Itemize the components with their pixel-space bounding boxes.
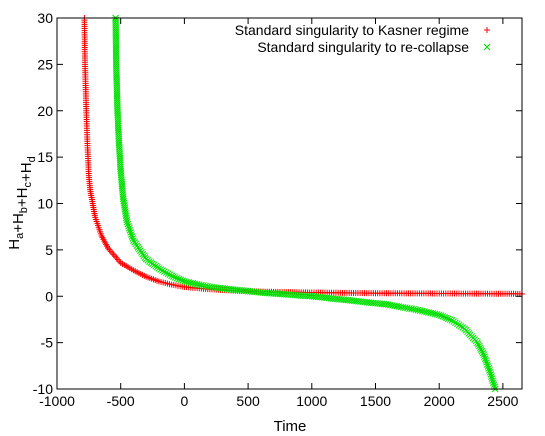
legend-marker-recollapse [483,43,491,51]
recollapse-point [155,265,163,272]
recollapse-point [127,229,134,236]
recollapse-point [162,269,170,277]
legend: Standard singularity to Kasner regime St… [235,22,491,55]
recollapse-point [489,379,497,387]
recollapse-point [127,231,135,238]
recollapse-point [173,274,181,282]
recollapse-point [479,349,487,357]
recollapse-point [481,355,489,362]
recollapse-point [490,381,498,389]
recollapse-point [446,316,454,323]
y-tick-label: 5 [45,242,53,258]
recollapse-point [487,371,495,378]
y-axis-label: Ha+Hb+Hc+Hd [6,156,38,250]
recollapse-point [433,310,441,318]
recollapse-point [475,342,483,350]
legend-marker-cross [483,43,491,51]
recollapse-point [474,340,482,348]
recollapse-point [439,313,447,320]
recollapse-point [123,216,131,224]
y-tick-label: 0 [45,288,53,304]
recollapse-point [175,275,183,283]
recollapse-point [159,267,166,274]
x-tick-label: 500 [236,393,260,409]
y-tick-label: 25 [37,56,53,72]
x-tick-label: 2000 [424,393,455,409]
recollapse-point [179,277,186,284]
recollapse-point [483,361,491,368]
recollapse-point [480,351,488,359]
recollapse-point [128,233,136,240]
recollapse-point [126,226,134,234]
series-markers [81,14,525,393]
recollapse-point [125,224,133,232]
recollapse-point [157,266,165,273]
legend-marker-plus [484,27,490,33]
recollapse-point [177,276,185,284]
recollapse-point [481,353,488,360]
y-tick-label: 20 [37,103,53,119]
legend-label-kasner: Standard singularity to Kasner regime [235,22,469,38]
recollapse-point [485,365,493,372]
recollapse-point [166,271,174,279]
recollapse-point [477,346,485,353]
legend-label-recollapse: Standard singularity to re-collapse [257,39,469,55]
recollapse-point [482,357,490,364]
x-axis-label: Time [274,418,307,435]
y-tick-labels: -10 -5 0 5 10 15 20 25 30 [33,10,53,397]
recollapse-point [170,273,177,280]
x-tick-label: 1000 [296,393,327,409]
recollapse-point [125,222,132,230]
recollapse-point [489,377,497,385]
recollapse-point [123,218,131,226]
recollapse-point [486,368,494,376]
axis-ticks [56,17,522,390]
x-tick-label: -1000 [39,393,75,409]
y-tick-label: 15 [37,149,53,165]
recollapse-point [435,311,443,319]
y-tick-label: -5 [41,335,54,351]
recollapse-point [168,272,176,280]
recollapse-point [124,220,132,228]
recollapse-point [161,268,168,275]
recollapse-point [488,373,495,380]
x-tick-label: -500 [107,393,135,409]
y-tick-label: 30 [37,10,53,26]
recollapse-point [484,363,492,370]
legend-marker-kasner [484,27,490,33]
recollapse-point [441,313,449,321]
x-tick-label: 0 [180,393,188,409]
recollapse-point [443,314,450,322]
recollapse-point [488,375,496,382]
recollapse-point [164,270,172,278]
recollapse-point [444,315,452,323]
recollapse-point [171,274,179,281]
recollapse-point [129,235,137,242]
recollapse-point [486,366,493,374]
x-tick-label: 1500 [360,393,391,409]
recollapse-point [437,312,445,319]
recollapse-point [476,344,484,352]
y-tick-label: -10 [33,381,53,397]
y-tick-label: 10 [37,196,53,212]
recollapse-point [483,359,490,366]
x-tick-labels: -1000 -500 0 500 1000 1500 2000 2500 [39,393,519,409]
recollapse-point [474,339,481,346]
recollapse-point [478,347,486,355]
x-tick-label: 2500 [487,393,518,409]
